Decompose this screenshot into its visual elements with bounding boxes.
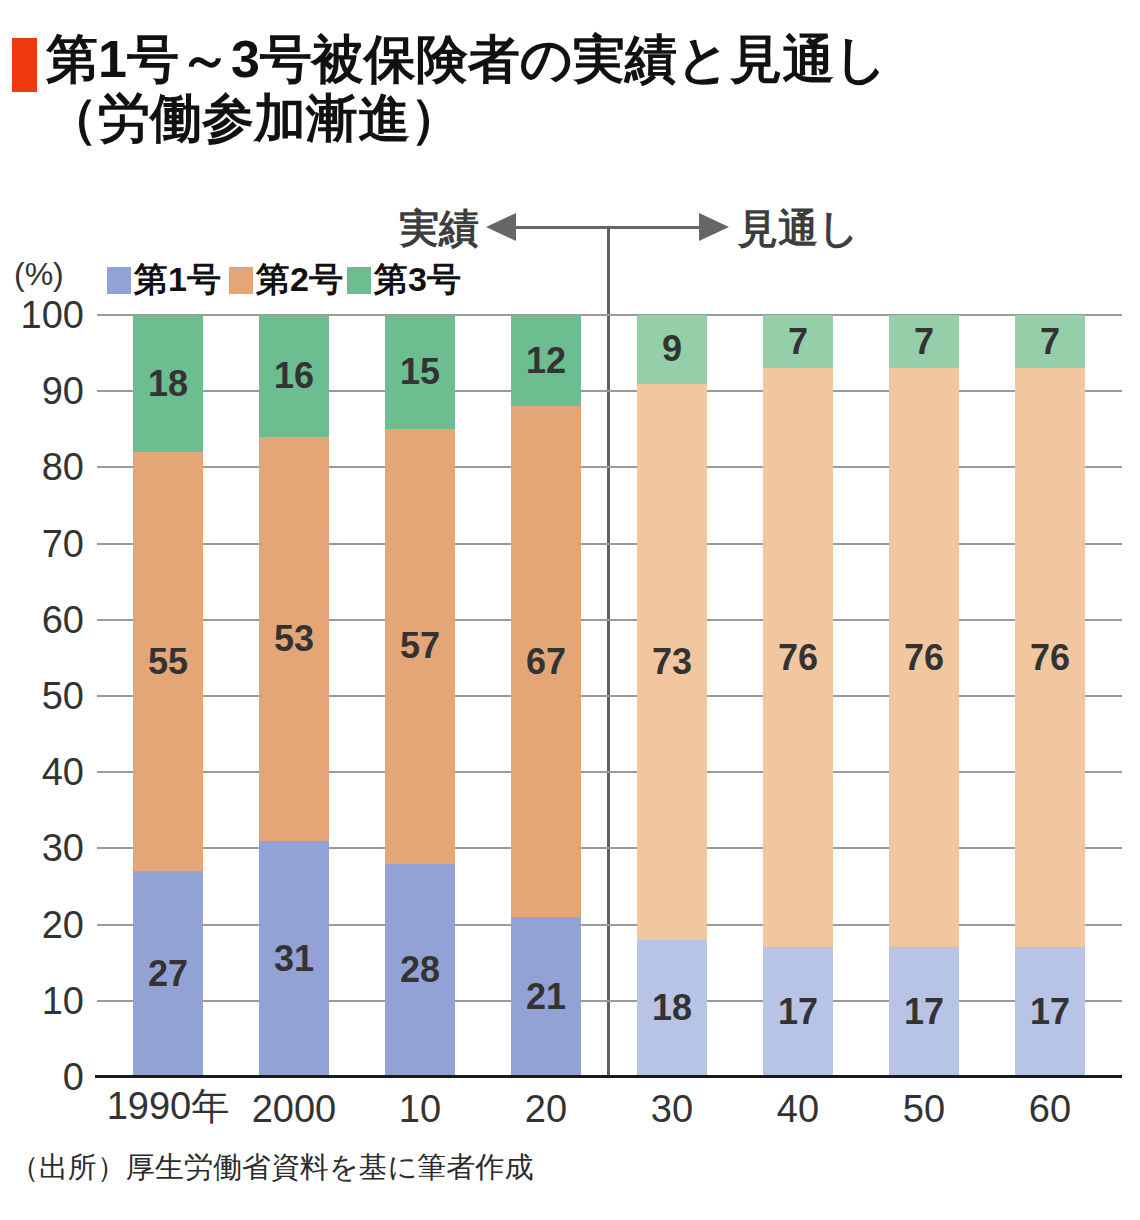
page: 第1号～3号被保険者の実績と見通し（労働参加漸進） 実績 見通し (%) 第1号…	[0, 0, 1140, 1220]
legend-swatch-1	[107, 267, 131, 294]
bar-20-segment-第2号: 67	[511, 406, 581, 917]
x-tick-label-40: 40	[728, 1088, 868, 1131]
y-tick-label-30: 30	[0, 829, 84, 867]
bar-value-label: 53	[274, 618, 314, 660]
bar-1990年-segment-第3号: 18	[133, 315, 203, 452]
bar-10-segment-第1号: 28	[385, 864, 455, 1077]
y-tick-label-100: 100	[0, 296, 84, 334]
y-tick-label-0: 0	[0, 1058, 84, 1096]
x-tick-label-30: 30	[602, 1088, 742, 1131]
legend-item-1: 第1号	[107, 262, 221, 298]
bar-10-segment-第2号: 57	[385, 429, 455, 863]
bar-value-label: 18	[652, 987, 692, 1029]
bar-1990年-segment-第2号: 55	[133, 452, 203, 871]
x-tick-label-60: 60	[980, 1088, 1120, 1131]
chart-title-line1: 第1号～3号被保険者の実績と見通し	[46, 30, 888, 88]
bar-value-label: 18	[148, 363, 188, 405]
bar-50-segment-第2号: 76	[889, 368, 959, 947]
gridline-30	[97, 847, 1122, 849]
legend-swatch-2	[229, 267, 253, 294]
y-tick-label-80: 80	[0, 448, 84, 486]
forecast-period-label: 見通し	[738, 206, 859, 250]
bar-value-label: 76	[1030, 637, 1070, 679]
bar-value-label: 17	[1030, 991, 1070, 1033]
y-tick-label-40: 40	[0, 753, 84, 791]
gridline-60	[97, 619, 1122, 621]
x-tick-label-2000: 2000	[224, 1088, 364, 1131]
bar-value-label: 9	[662, 328, 682, 370]
bar-40-segment-第2号: 76	[763, 368, 833, 947]
y-tick-label-10: 10	[0, 982, 84, 1020]
bar-value-label: 76	[904, 637, 944, 679]
y-tick-label-60: 60	[0, 601, 84, 639]
bar-30-segment-第1号: 18	[637, 940, 707, 1077]
bar-60-segment-第1号: 17	[1015, 947, 1085, 1077]
bar-40-segment-第1号: 17	[763, 947, 833, 1077]
legend-item-3: 第3号	[347, 262, 461, 298]
bar-value-label: 76	[778, 637, 818, 679]
bar-value-label: 17	[904, 991, 944, 1033]
legend-label-1: 第1号	[134, 257, 221, 303]
bar-value-label: 15	[400, 351, 440, 393]
actual-period-label: 実績	[399, 206, 479, 250]
y-tick-label-70: 70	[0, 525, 84, 563]
y-tick-label-20: 20	[0, 906, 84, 944]
bar-value-label: 31	[274, 938, 314, 980]
bar-value-label: 67	[526, 641, 566, 683]
bar-60-segment-第2号: 76	[1015, 368, 1085, 947]
bar-40-segment-第3号: 7	[763, 315, 833, 368]
gridline-80	[97, 466, 1122, 468]
bar-value-label: 57	[400, 625, 440, 667]
bar-2000-segment-第2号: 53	[259, 437, 329, 841]
bar-50-segment-第1号: 17	[889, 947, 959, 1077]
bar-20-segment-第3号: 12	[511, 315, 581, 406]
x-tick-label-1990年: 1990年	[98, 1081, 238, 1132]
bar-30-segment-第2号: 73	[637, 384, 707, 940]
gridline-70	[97, 543, 1122, 545]
actual-forecast-divider-line	[607, 226, 610, 1077]
gridline-10	[97, 1000, 1122, 1002]
gridline-90	[97, 390, 1122, 392]
bar-60-segment-第3号: 7	[1015, 315, 1085, 368]
bar-value-label: 7	[914, 321, 934, 363]
bar-value-label: 7	[1040, 321, 1060, 363]
source-note: （出所）厚生労働省資料を基に筆者作成	[10, 1148, 533, 1188]
bar-value-label: 55	[148, 641, 188, 683]
arrow-right-icon	[699, 213, 729, 241]
chart-title-line2: （労働参加漸進）	[46, 89, 462, 147]
bar-value-label: 12	[526, 340, 566, 382]
bar-10-segment-第3号: 15	[385, 315, 455, 429]
bar-value-label: 28	[400, 949, 440, 991]
y-axis-unit-label: (%)	[14, 256, 64, 293]
bar-value-label: 27	[148, 953, 188, 995]
gridline-40	[97, 771, 1122, 773]
bar-value-label: 7	[788, 321, 808, 363]
x-tick-label-20: 20	[476, 1088, 616, 1131]
bar-value-label: 21	[526, 976, 566, 1018]
bar-value-label: 73	[652, 641, 692, 683]
bar-20-segment-第1号: 21	[511, 917, 581, 1077]
bar-value-label: 17	[778, 991, 818, 1033]
gridline-50	[97, 695, 1122, 697]
bar-value-label: 16	[274, 355, 314, 397]
y-tick-label-90: 90	[0, 372, 84, 410]
bar-50-segment-第3号: 7	[889, 315, 959, 368]
bar-2000-segment-第3号: 16	[259, 315, 329, 437]
legend-swatch-3	[347, 267, 371, 294]
x-tick-label-10: 10	[350, 1088, 490, 1131]
bar-1990年-segment-第1号: 27	[133, 871, 203, 1077]
bar-2000-segment-第1号: 31	[259, 841, 329, 1077]
gridline-100	[97, 314, 1122, 316]
legend-label-3: 第3号	[374, 257, 461, 303]
x-tick-label-50: 50	[854, 1088, 994, 1131]
title-bullet-icon	[12, 38, 37, 92]
y-tick-label-50: 50	[0, 677, 84, 715]
bar-30-segment-第3号: 9	[637, 315, 707, 384]
legend-label-2: 第2号	[256, 257, 343, 303]
legend-item-2: 第2号	[229, 262, 343, 298]
x-axis-line	[95, 1075, 1122, 1078]
chart-title: 第1号～3号被保険者の実績と見通し（労働参加漸進）	[46, 30, 888, 148]
gridline-20	[97, 924, 1122, 926]
